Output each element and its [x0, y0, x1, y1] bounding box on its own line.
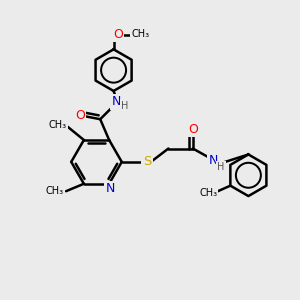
- Text: O: O: [113, 28, 123, 41]
- Text: CH₃: CH₃: [199, 188, 217, 198]
- Text: N: N: [106, 182, 115, 195]
- Text: N: N: [208, 154, 218, 167]
- Text: H: H: [217, 162, 224, 172]
- Text: H: H: [121, 101, 129, 111]
- Text: N: N: [111, 95, 121, 108]
- Text: CH₃: CH₃: [46, 186, 64, 196]
- Text: CH₃: CH₃: [48, 120, 66, 130]
- Text: O: O: [75, 109, 85, 122]
- Text: S: S: [143, 155, 151, 168]
- Text: CH₃: CH₃: [131, 29, 149, 40]
- Text: O: O: [188, 123, 198, 136]
